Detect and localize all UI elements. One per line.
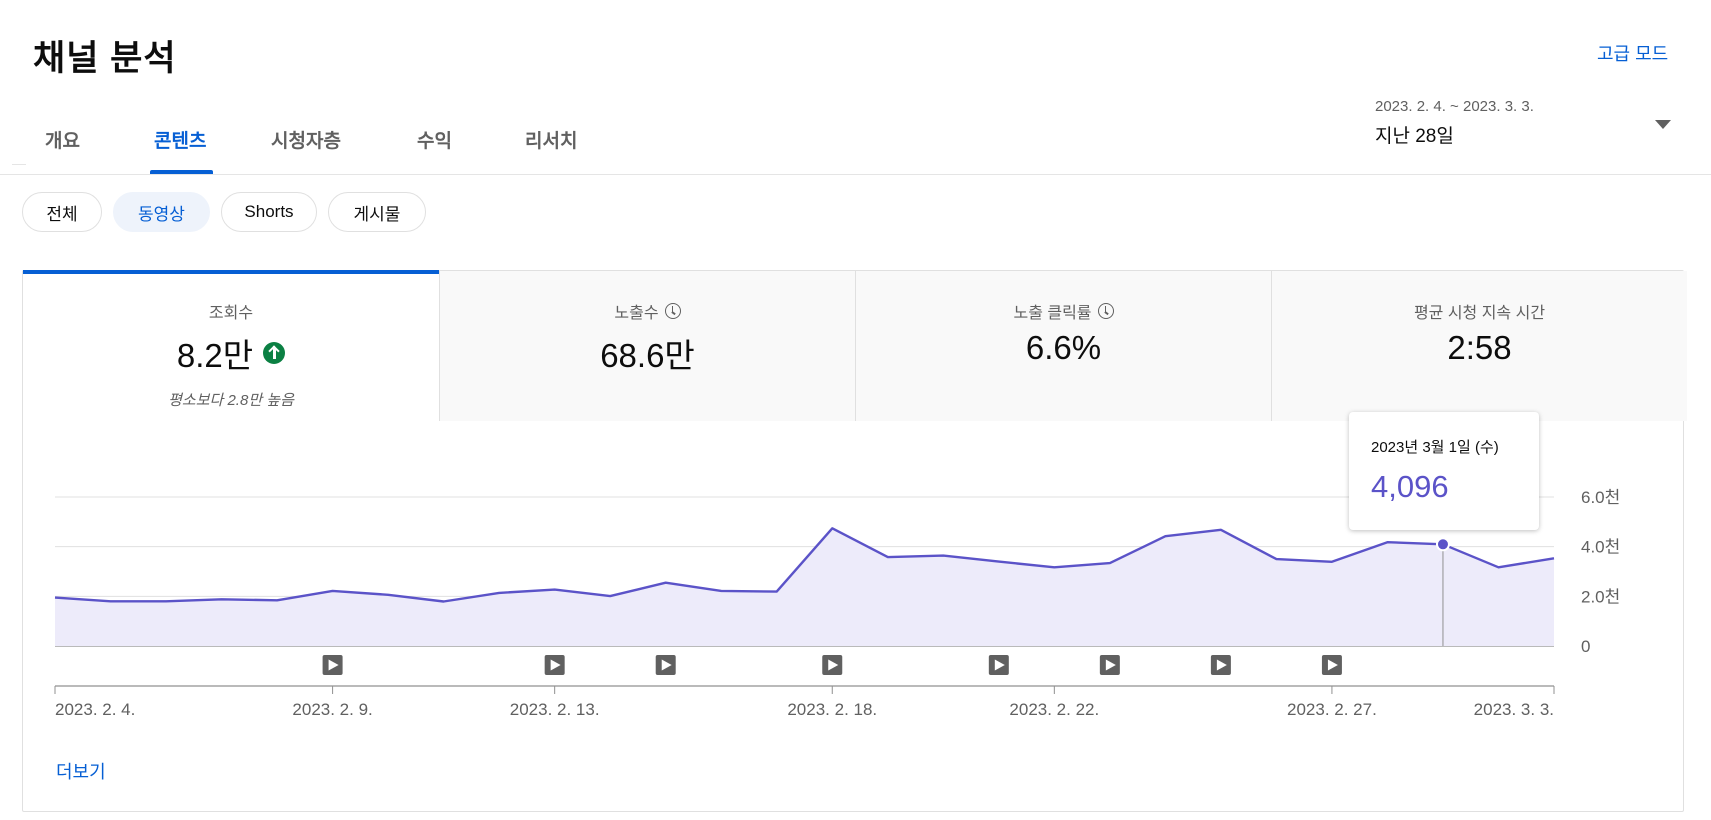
trend-up-icon [263,342,286,364]
video-marker-icon[interactable] [1099,655,1120,675]
video-marker-icon[interactable] [655,655,676,675]
tab-research[interactable]: 리서치 [525,131,578,152]
metric-value: 6.6% [1025,329,1102,366]
metric-impressions[interactable]: 노출수 68.6만 [439,271,855,421]
chip-posts[interactable]: 게시물 [328,192,426,232]
chart-tooltip: 2023년 3월 1일 (수) 4,096 [1349,412,1539,530]
video-marker-icon[interactable] [988,655,1009,675]
metric-avg-view-duration[interactable]: 평균 시청 지속 시간 2:58 [1271,271,1687,421]
metric-views[interactable]: 조회수 8.2만 평소보다 2.8만 높음 [23,270,439,421]
tab-bar: 개요 콘텐츠 시청자층 수익 리서치 [0,96,1711,175]
clock-icon [664,303,681,319]
metric-value: 68.6만 [600,337,695,374]
more-link[interactable]: 더보기 [56,762,106,782]
clock-icon [1097,303,1114,319]
metric-label: 노출수 [440,299,855,323]
tab-overview[interactable]: 개요 [45,131,80,152]
chip-all[interactable]: 전체 [22,192,102,232]
video-marker-icon[interactable] [322,655,343,675]
date-range-label: 지난 28일 [1375,126,1454,147]
tab-audience[interactable]: 시청자층 [271,131,341,152]
analytics-card: 조회수 8.2만 평소보다 2.8만 높음 노출수 68.6만 노출 클릭률 6… [22,270,1687,812]
chip-videos[interactable]: 동영상 [113,192,210,232]
tab-revenue[interactable]: 수익 [417,131,452,152]
divider [12,164,26,165]
video-marker-icon[interactable] [822,655,843,675]
chip-shorts[interactable]: Shorts [221,192,317,232]
active-tab-indicator [150,170,213,174]
date-range-selector[interactable]: 2023. 2. 4. ~ 2023. 3. 3. 지난 28일 [1375,98,1675,148]
page-title: 채널 분석 [33,39,177,78]
tooltip-value: 4,096 [1371,469,1449,504]
video-marker-icon[interactable] [1321,655,1342,675]
date-range-dates: 2023. 2. 4. ~ 2023. 3. 3. [1375,98,1534,115]
metric-label: 조회수 [208,305,254,322]
metric-label: 평균 시청 지속 시간 [1413,305,1546,322]
tooltip-date: 2023년 3월 1일 (수) [1371,439,1499,456]
metric-value: 8.2만 [23,329,439,377]
tab-content[interactable]: 콘텐츠 [154,131,207,152]
metric-ctr[interactable]: 노출 클릭률 6.6% [855,271,1271,421]
metric-subtext: 평소보다 2.8만 높음 [168,392,294,409]
metric-label: 노출 클릭률 [856,299,1271,323]
chevron-down-icon[interactable] [1655,120,1671,129]
video-marker-icon[interactable] [544,655,565,675]
metric-value: 2:58 [1447,329,1512,366]
video-marker-icon[interactable] [1210,655,1231,675]
advanced-mode-link[interactable]: 고급 모드 [1597,44,1669,64]
